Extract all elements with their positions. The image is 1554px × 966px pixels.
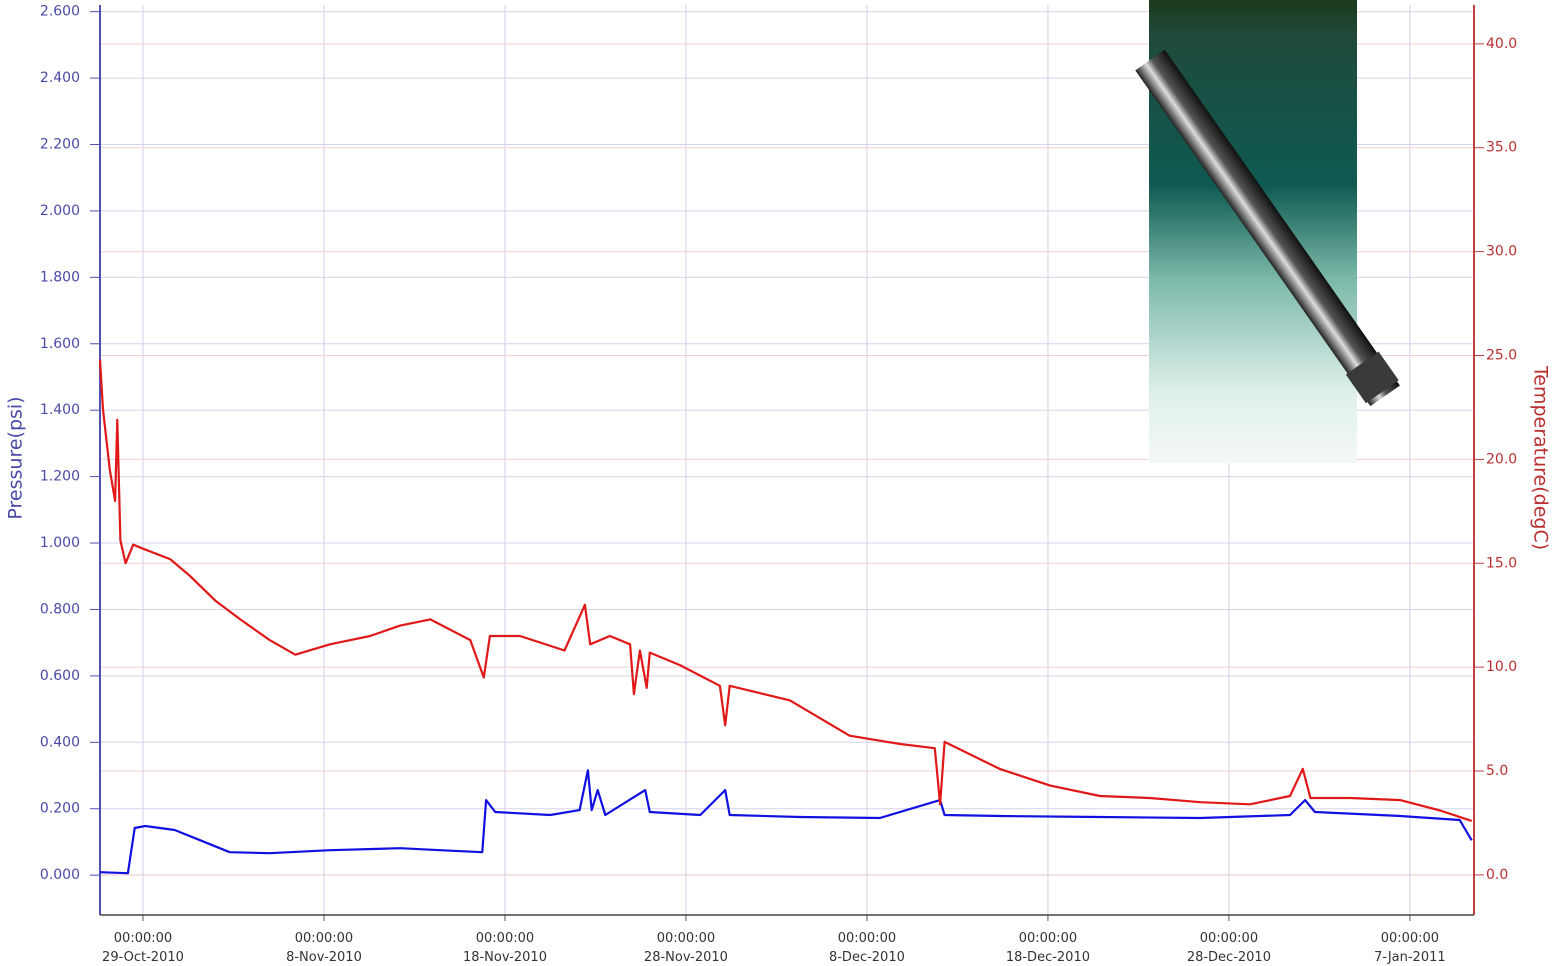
- y-tick-label: 0.000: [40, 867, 80, 883]
- x-tick-label: 00:00:00 28-Nov-2010: [626, 929, 746, 966]
- probe-photo: [1134, 0, 1402, 463]
- chart-page: Pressure(psi) Temperature(degC) 0.000 0.2…: [0, 0, 1554, 966]
- x-tick-label: 00:00:00 29-Oct-2010: [83, 929, 203, 966]
- y-tick-label: 2.400: [40, 70, 80, 86]
- x-tick-label: 00:00:00 8-Nov-2010: [264, 929, 384, 966]
- y2-tick-label: 15.0: [1486, 555, 1517, 571]
- y2-tick-label: 30.0: [1486, 244, 1517, 260]
- y-tick-label: 0.400: [40, 734, 80, 750]
- y-axis-title: Pressure(psi): [5, 396, 27, 519]
- x-tick-label: 00:00:00 7-Jan-2011: [1350, 929, 1470, 966]
- y-tick-label: 1.400: [40, 402, 80, 418]
- y2-tick-label: 25.0: [1486, 347, 1517, 363]
- y-tick-label: 2.600: [40, 4, 80, 20]
- y-tick-label: 1.600: [40, 336, 80, 352]
- x-tick-label: 00:00:00 18-Nov-2010: [445, 929, 565, 966]
- y-tick-label: 0.800: [40, 601, 80, 617]
- y-tick-label: 1.000: [40, 535, 80, 551]
- y2-tick-label: 40.0: [1486, 36, 1517, 52]
- data-line: [100, 770, 1472, 873]
- y2-tick-label: 20.0: [1486, 451, 1517, 467]
- y-tick-label: 2.000: [40, 203, 80, 219]
- y-tick-label: 2.200: [40, 136, 80, 152]
- y-tick-label: 1.200: [40, 469, 80, 485]
- x-tick-label: 00:00:00 8-Dec-2010: [807, 929, 927, 966]
- x-tick-label: 00:00:00 18-Dec-2010: [988, 929, 1108, 966]
- y-tick-label: 0.600: [40, 668, 80, 684]
- x-tick-label: 00:00:00 28-Dec-2010: [1169, 929, 1289, 966]
- chart: Pressure(psi) Temperature(degC) 0.000 0.2…: [0, 0, 1554, 966]
- y2-tick-label: 35.0: [1486, 140, 1517, 156]
- y-tick-label: 1.800: [40, 269, 80, 285]
- y2-axis-title: Temperature(degC): [1530, 365, 1552, 550]
- y-tick-label: 0.200: [40, 801, 80, 817]
- y2-tick-label: 0.0: [1486, 867, 1508, 883]
- y2-tick-label: 10.0: [1486, 659, 1517, 675]
- y2-tick-label: 5.0: [1486, 763, 1508, 779]
